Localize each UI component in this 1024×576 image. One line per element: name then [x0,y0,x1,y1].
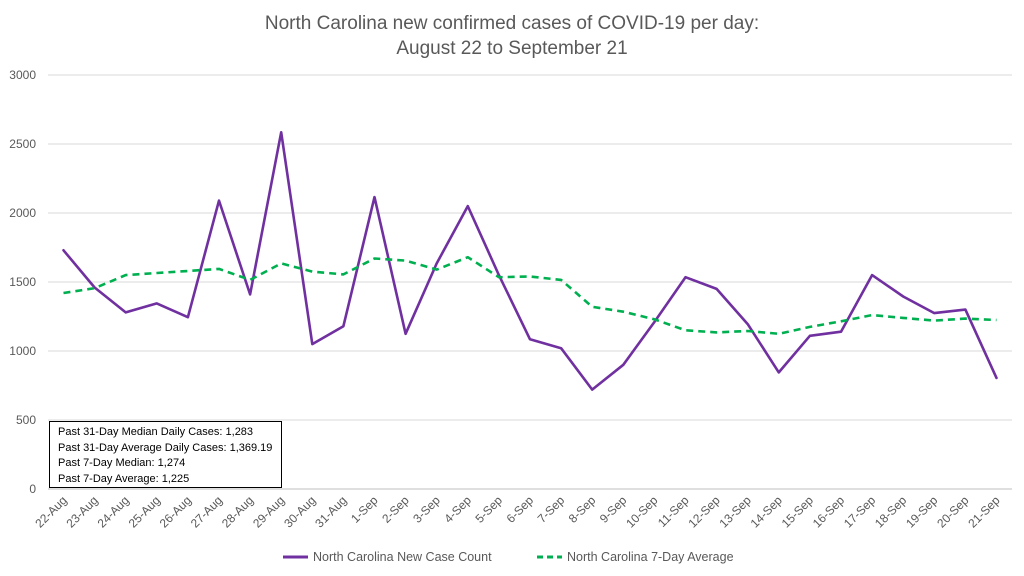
y-tick-label: 1000 [9,344,36,358]
y-axis-ticks: 0 500 1000 1500 2000 2500 3000 [9,68,36,496]
y-tick-label: 0 [29,482,36,496]
y-tick-label: 2000 [9,206,36,220]
x-tick-label: 7-Sep [535,493,568,526]
x-tick-label: 15-Sep [779,493,816,530]
x-tick-label: 3-Sep [410,493,443,526]
x-axis-ticks: 22-Aug23-Aug24-Aug25-Aug26-Aug27-Aug28-A… [32,493,1002,530]
x-tick-label: 22-Aug [32,493,69,530]
x-tick-label: 11-Sep [655,493,692,530]
x-tick-label: 23-Aug [63,493,100,530]
stat-31day-average: Past 31-Day Average Daily Cases: 1,369.1… [58,441,273,454]
chart-title-line-2: August 22 to September 21 [396,38,627,59]
y-tick-label: 500 [16,413,36,427]
x-tick-label: 16-Sep [810,493,847,530]
x-tick-label: 18-Sep [872,493,909,530]
stats-annotation-box: Past 31-Day Median Daily Cases: 1,283 Pa… [49,421,282,488]
y-tick-label: 3000 [9,68,36,82]
y-tick-label: 2500 [9,137,36,151]
x-tick-label: 25-Aug [126,493,163,530]
x-tick-label: 24-Aug [95,493,132,530]
chart-title-line-1: North Carolina new confirmed cases of CO… [265,13,759,34]
stat-7day-average: Past 7-Day Average: 1,225 [58,472,190,485]
x-tick-label: 17-Sep [841,493,878,530]
x-tick-label: 31-Aug [312,493,349,530]
series-layer [62,131,998,391]
stat-31day-median: Past 31-Day Median Daily Cases: 1,283 [58,426,254,438]
series-line-1 [63,255,997,336]
legend-label-7day-average: North Carolina 7-Day Average [567,550,734,564]
x-tick-label: 27-Aug [188,493,225,530]
x-tick-label: 19-Sep [903,493,940,530]
x-tick-label: 6-Sep [504,493,537,526]
gridlines [48,74,1012,490]
x-tick-label: 29-Aug [250,493,287,530]
x-tick-label: 5-Sep [472,493,505,526]
x-tick-label: 14-Sep [748,493,785,530]
x-tick-label: 2-Sep [379,493,412,526]
x-tick-label: 26-Aug [157,493,194,530]
x-tick-label: 30-Aug [281,493,318,530]
x-tick-label: 10-Sep [623,493,660,530]
legend-label-case-count: North Carolina New Case Count [313,550,492,564]
y-tick-label: 1500 [9,275,36,289]
x-tick-label: 20-Sep [934,493,971,530]
x-tick-label: 4-Sep [441,493,474,526]
x-tick-label: 28-Aug [219,493,256,530]
x-tick-label: 13-Sep [717,493,754,530]
x-tick-label: 12-Sep [685,493,722,530]
x-tick-label: 8-Sep [566,493,599,526]
legend: North Carolina New Case Count North Caro… [283,550,734,564]
stat-7day-median: Past 7-Day Median: 1,274 [58,457,186,469]
x-tick-label: 21-Sep [965,493,1002,530]
x-tick-label: 1-Sep [348,493,381,526]
